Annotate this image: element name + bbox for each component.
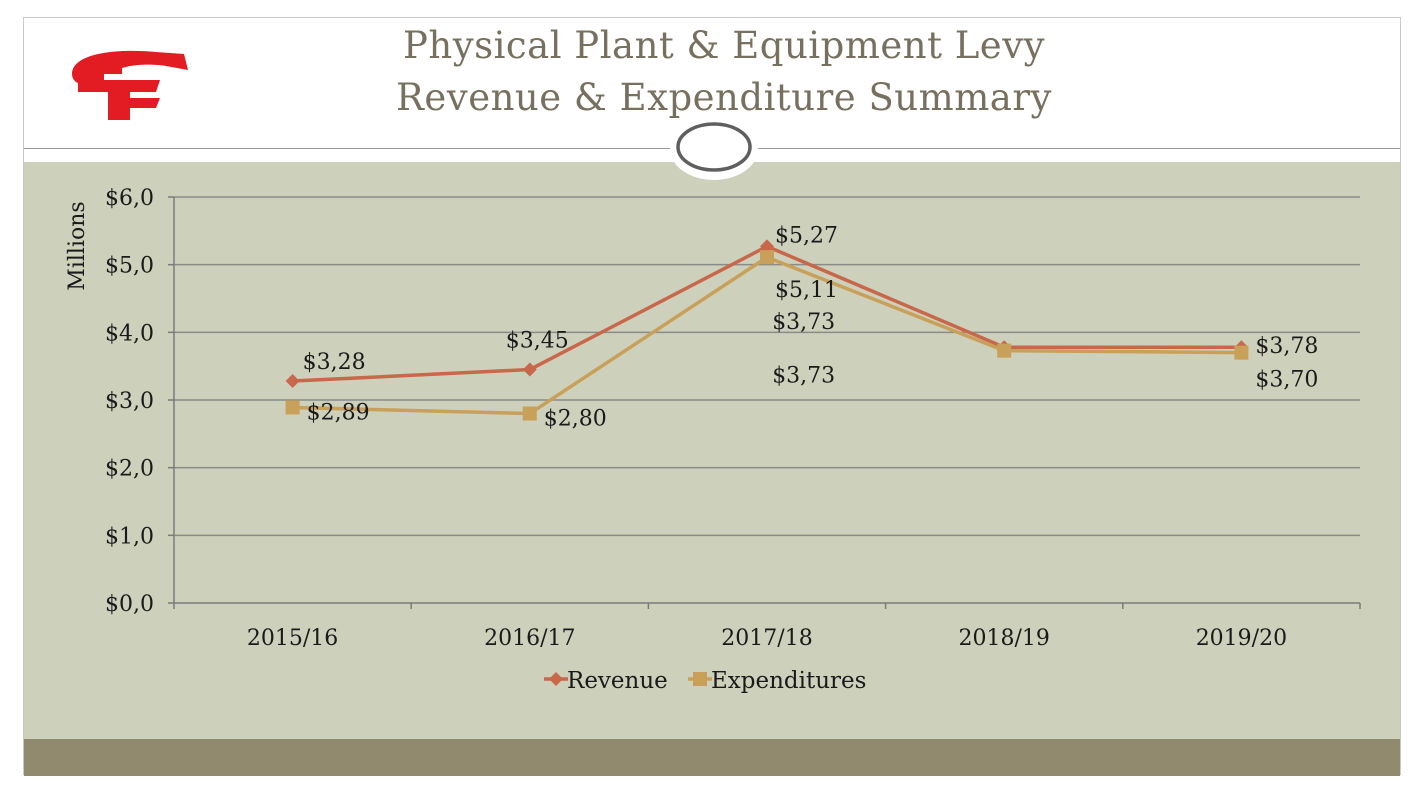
expenditures-data-label: $2,80 xyxy=(544,407,607,432)
expenditures-point xyxy=(997,343,1012,358)
revenue-line xyxy=(292,244,1242,383)
legend-label-revenue: Revenue xyxy=(567,668,668,694)
y-tick-label: $2,0 xyxy=(105,457,154,482)
y-axis-title: Millions xyxy=(65,201,90,290)
revenue-data-label: $3,78 xyxy=(1255,334,1318,359)
revenue-data-label: $5,27 xyxy=(775,223,838,248)
revenue-point xyxy=(522,362,537,377)
revenue-point xyxy=(760,239,774,254)
revenue-data-label: $3,73 xyxy=(772,310,835,335)
slide-frame: Physical Plant & Equipment Levy Revenue … xyxy=(23,17,1401,776)
legend: Revenue Expenditures xyxy=(544,668,866,694)
expenditures-data-label: $3,73 xyxy=(772,364,835,389)
expenditures-data-label: $3,70 xyxy=(1255,368,1318,393)
x-tick-label: 2018/19 xyxy=(958,626,1049,651)
axes: $0,0 $1,0 $2,0 $3,0 $4,0 $5,0 $6,0 2015/16 2016/… xyxy=(105,186,1361,651)
expenditures-point xyxy=(1234,345,1249,360)
expenditures-point xyxy=(693,672,707,686)
slide-title-line-2: Revenue & Expenditure Summary xyxy=(396,76,1052,119)
expenditures-data-label: $2,89 xyxy=(307,400,370,425)
x-tick-label: 2017/18 xyxy=(721,626,812,651)
y-tick-label: $5,0 xyxy=(105,254,154,279)
gf-logo-icon xyxy=(72,50,188,120)
x-tick-label: 2019/20 xyxy=(1196,626,1287,651)
gridlines xyxy=(174,196,1360,537)
footer-band xyxy=(24,739,1400,776)
data-labels: $3,28 $3,45 $5,27 $3,73 $3,78 $2,89 $2,80 $5,11… xyxy=(303,223,1319,431)
content-band xyxy=(24,162,1400,739)
x-tick-label: 2015/16 xyxy=(247,626,338,651)
revenue-data-label: $3,28 xyxy=(303,350,366,375)
ornament-circle-icon xyxy=(670,118,758,180)
revenue-data-label: $3,45 xyxy=(506,329,569,354)
revenue-point xyxy=(549,672,563,686)
y-tick-label: $3,0 xyxy=(105,389,154,414)
y-tick-label: $0,0 xyxy=(105,592,154,617)
series-lines xyxy=(285,239,1249,421)
x-tick-label: 2016/17 xyxy=(484,626,575,651)
slide-title-line-1: Physical Plant & Equipment Levy xyxy=(402,24,1046,67)
expenditures-point xyxy=(285,400,300,415)
revenue-point xyxy=(285,374,300,389)
y-tick-label: $4,0 xyxy=(105,321,154,346)
legend-label-expenditures: Expenditures xyxy=(711,668,866,694)
y-tick-label: $1,0 xyxy=(105,524,154,549)
expenditures-point xyxy=(522,406,537,421)
expenditures-data-label: $5,11 xyxy=(775,278,838,303)
expenditures-point xyxy=(760,250,774,265)
expenditures-line xyxy=(292,255,1242,416)
y-tick-label: $6,0 xyxy=(105,186,154,211)
